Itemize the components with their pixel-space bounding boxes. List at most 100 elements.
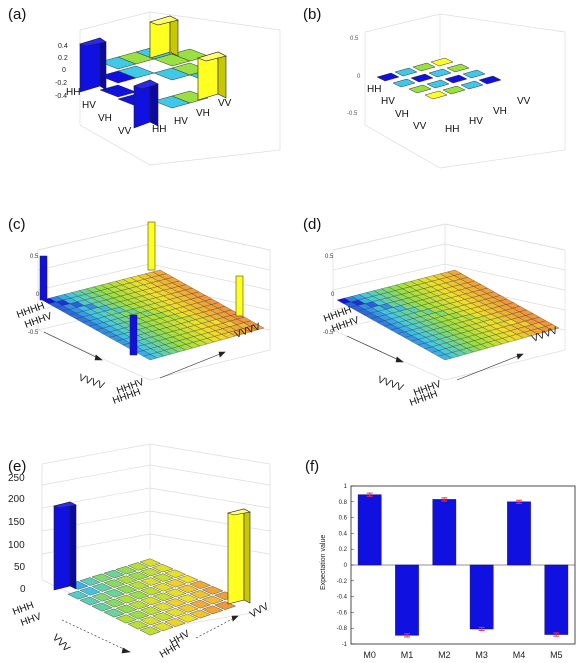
panel-label: (b) [303, 6, 322, 23]
matrix-cell [103, 579, 126, 588]
col-label: VV [218, 98, 232, 109]
ztick-label: 100 [8, 540, 25, 551]
matrix-cell [140, 606, 162, 616]
panel-f: (f) 1 0.8 0.6 0.4 0.2 0 -0.2 -0.4 -0.6 -0.8 -1 Exp… [295, 440, 581, 663]
col-label: VV [517, 96, 531, 107]
arrowhead [231, 615, 239, 622]
bar-hh-hh [79, 37, 101, 93]
matrix-cell [164, 588, 187, 598]
grid-line [444, 223, 566, 251]
row-end-label: VVVV [77, 372, 106, 392]
arrowhead [395, 356, 404, 363]
grid-line [149, 263, 271, 291]
row-axis-arrow [61, 619, 131, 653]
bar-vvvv-hhhh [129, 314, 138, 356]
col-label: HHV [168, 628, 192, 648]
matrix-cell [127, 620, 150, 630]
x-tick-label: M5 [550, 650, 563, 660]
row-label: HV [82, 100, 96, 111]
bar-hh-hh-top [79, 37, 107, 47]
matrix-cell [127, 562, 150, 571]
col-label: HH [152, 124, 166, 135]
matrix-cell [140, 577, 162, 586]
panel-d-3d-chart: 0.5 0 -0.5 HHHH HHHV VVVV HHHH HHHV VVVV [322, 223, 566, 409]
matrix-cell [103, 569, 125, 579]
matrix-cell [446, 63, 470, 73]
col-label: VH [196, 108, 210, 119]
bar-hhhh-hhhh [39, 255, 48, 301]
matrix-cell [201, 605, 224, 615]
matrix-cell [394, 67, 418, 77]
matrix-cell [376, 72, 400, 82]
ztick-label: 50 [14, 562, 26, 573]
grid-line [37, 263, 151, 291]
matrix-cell [545, 324, 560, 331]
ztick-label: 0.5 [30, 254, 39, 260]
arrowhead [121, 647, 131, 654]
matrix-cell [164, 608, 187, 617]
ztick-label: 0 [20, 584, 26, 595]
row-label: VH [98, 113, 112, 124]
matrix-cell [176, 575, 199, 584]
panel-b-3d-chart: 0.5 0 -0.5 HH HV VH VV HH HV VH VV [347, 13, 566, 169]
bar-m3 [469, 564, 494, 630]
matrix-cell [91, 573, 113, 583]
bar-vv-hh-side [149, 79, 159, 127]
ztick-label: -0.4 [55, 93, 67, 100]
x-tick-label: M3 [475, 650, 488, 660]
matrix-cell [189, 599, 212, 609]
row-label: VH [395, 109, 409, 120]
matrix-cell [152, 592, 175, 602]
grid-line [332, 223, 446, 251]
panel-label: (e) [8, 458, 27, 475]
arrowhead [218, 351, 226, 358]
matrix-cell [214, 601, 237, 610]
y-tick-label: 0 [344, 563, 348, 569]
matrix-cell [164, 598, 187, 607]
matrix-cell [250, 324, 265, 331]
bar-m2 [432, 499, 457, 566]
row-label: HH [367, 84, 381, 95]
y-axis-label: Expectation value [320, 535, 327, 590]
grid-line [444, 243, 566, 271]
bar-m1 [395, 564, 419, 636]
grid-line [37, 223, 151, 251]
matrix-cell [152, 582, 175, 592]
matrix-cell [115, 594, 138, 604]
matrix-cell [442, 85, 466, 95]
col-axis-arrow [159, 351, 226, 379]
ztick-label: 0 [36, 292, 40, 298]
matrix-cell [115, 604, 138, 614]
panel-e: (e) 250 200 150 100 50 0 [0, 440, 290, 663]
matrix-cell [115, 614, 137, 624]
row-label: VV [118, 126, 132, 137]
matrix-cell [189, 590, 212, 599]
bar-hhh-hhh [53, 501, 71, 591]
ztick-label: 0.5 [350, 36, 359, 42]
ztick-label: -0.2 [55, 80, 67, 87]
row-end-label: VVV [50, 632, 72, 654]
panel-a: (a) 0.4 0.2 0 -0.2 -0.4 [0, 0, 290, 200]
matrix-cell [91, 592, 113, 602]
panel-b: (b) 0.5 0 -0.5 HH HV VH VV HH HV VH VV [295, 0, 581, 200]
matrix-cell [151, 622, 174, 632]
matrix-cell [444, 74, 468, 84]
matrix-cell [408, 84, 432, 94]
grid-line [332, 243, 446, 271]
matrix-cell [478, 75, 502, 85]
grid-line [332, 223, 566, 251]
arrowhead [516, 353, 524, 360]
matrix-cell [201, 595, 224, 605]
matrix-cell [428, 68, 452, 78]
matrix-cell [151, 563, 174, 573]
col-axis-arrow [195, 615, 239, 639]
y-tick-label: -0.8 [337, 626, 348, 632]
matrix-cell [103, 588, 126, 598]
matrix-cell [201, 586, 224, 595]
matrix-cell [176, 584, 199, 594]
matrix-cell [430, 57, 454, 67]
matrix-cell [176, 594, 199, 603]
x-tick-label: M2 [438, 650, 451, 660]
bar-hhhh-vvvv [147, 221, 156, 271]
panel-e-3d-chart: 250 200 150 100 50 0 HHH HHV VVV HHH HHV… [8, 443, 271, 661]
